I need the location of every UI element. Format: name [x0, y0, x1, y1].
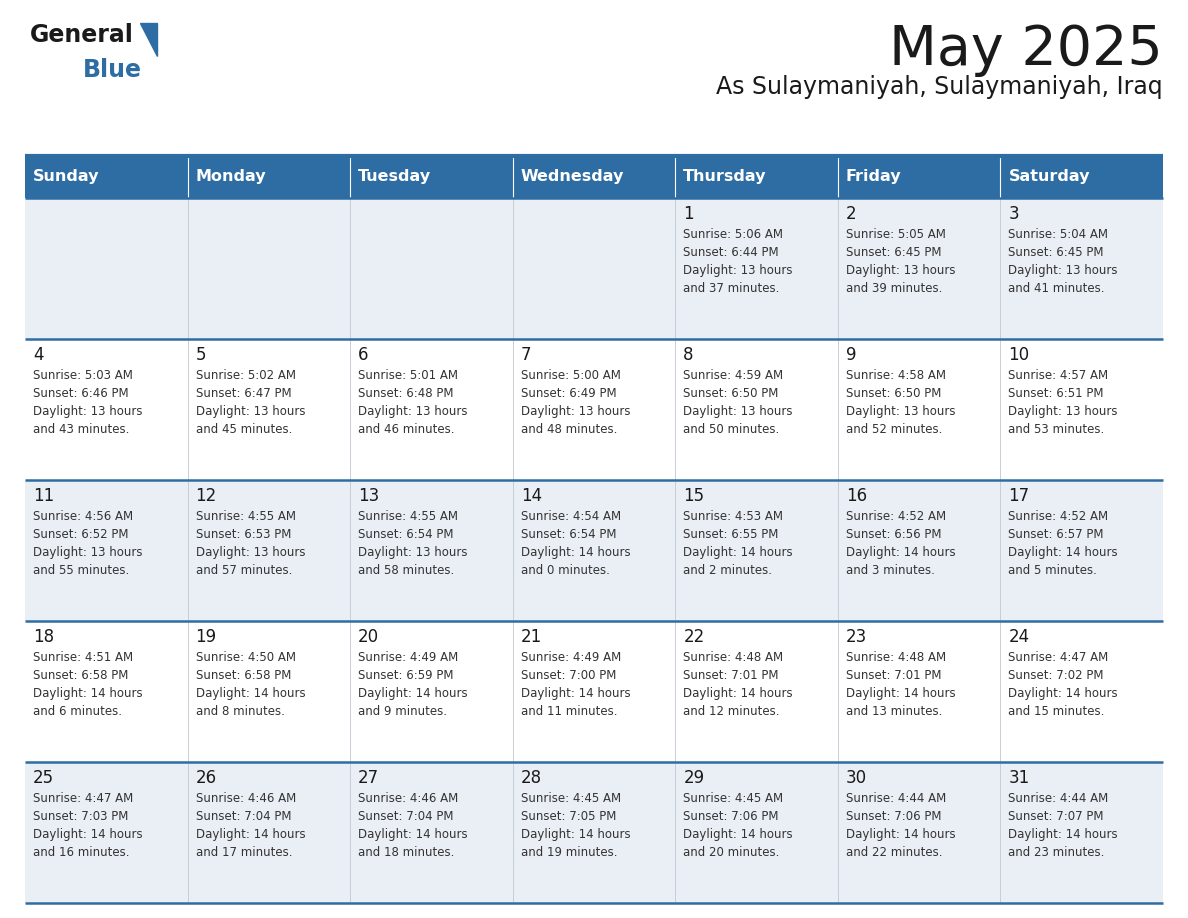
- Text: Sunrise: 5:03 AM
Sunset: 6:46 PM
Daylight: 13 hours
and 43 minutes.: Sunrise: 5:03 AM Sunset: 6:46 PM Dayligh…: [33, 369, 143, 436]
- Text: Sunrise: 4:48 AM
Sunset: 7:01 PM
Daylight: 14 hours
and 13 minutes.: Sunrise: 4:48 AM Sunset: 7:01 PM Dayligh…: [846, 651, 955, 718]
- Text: Sunrise: 5:06 AM
Sunset: 6:44 PM
Daylight: 13 hours
and 37 minutes.: Sunrise: 5:06 AM Sunset: 6:44 PM Dayligh…: [683, 228, 792, 295]
- Text: Sunday: Sunday: [33, 170, 100, 185]
- Text: 19: 19: [196, 628, 216, 646]
- Text: Sunrise: 4:56 AM
Sunset: 6:52 PM
Daylight: 13 hours
and 55 minutes.: Sunrise: 4:56 AM Sunset: 6:52 PM Dayligh…: [33, 510, 143, 577]
- Text: 13: 13: [358, 487, 379, 505]
- Text: Monday: Monday: [196, 170, 266, 185]
- Text: 25: 25: [33, 769, 55, 787]
- Bar: [513, 156, 675, 198]
- Text: 28: 28: [520, 769, 542, 787]
- Bar: [838, 156, 1000, 198]
- Text: 8: 8: [683, 346, 694, 364]
- Text: Sunrise: 4:58 AM
Sunset: 6:50 PM
Daylight: 13 hours
and 52 minutes.: Sunrise: 4:58 AM Sunset: 6:50 PM Dayligh…: [846, 369, 955, 436]
- Text: Sunrise: 4:45 AM
Sunset: 7:05 PM
Daylight: 14 hours
and 19 minutes.: Sunrise: 4:45 AM Sunset: 7:05 PM Dayligh…: [520, 792, 631, 859]
- Text: 7: 7: [520, 346, 531, 364]
- Text: 23: 23: [846, 628, 867, 646]
- Text: 22: 22: [683, 628, 704, 646]
- Text: Sunrise: 4:52 AM
Sunset: 6:56 PM
Daylight: 14 hours
and 3 minutes.: Sunrise: 4:52 AM Sunset: 6:56 PM Dayligh…: [846, 510, 955, 577]
- Text: Sunrise: 4:44 AM
Sunset: 7:06 PM
Daylight: 14 hours
and 22 minutes.: Sunrise: 4:44 AM Sunset: 7:06 PM Dayligh…: [846, 792, 955, 859]
- Text: Sunrise: 4:51 AM
Sunset: 6:58 PM
Daylight: 14 hours
and 6 minutes.: Sunrise: 4:51 AM Sunset: 6:58 PM Dayligh…: [33, 651, 143, 718]
- Text: 26: 26: [196, 769, 216, 787]
- Text: Wednesday: Wednesday: [520, 170, 624, 185]
- Bar: [675, 156, 838, 198]
- Text: Sunrise: 4:53 AM
Sunset: 6:55 PM
Daylight: 14 hours
and 2 minutes.: Sunrise: 4:53 AM Sunset: 6:55 PM Dayligh…: [683, 510, 792, 577]
- Text: Sunrise: 5:05 AM
Sunset: 6:45 PM
Daylight: 13 hours
and 39 minutes.: Sunrise: 5:05 AM Sunset: 6:45 PM Dayligh…: [846, 228, 955, 295]
- Text: Sunrise: 4:50 AM
Sunset: 6:58 PM
Daylight: 14 hours
and 8 minutes.: Sunrise: 4:50 AM Sunset: 6:58 PM Dayligh…: [196, 651, 305, 718]
- Text: Saturday: Saturday: [1009, 170, 1089, 185]
- Text: Sunrise: 4:49 AM
Sunset: 7:00 PM
Daylight: 14 hours
and 11 minutes.: Sunrise: 4:49 AM Sunset: 7:00 PM Dayligh…: [520, 651, 631, 718]
- Text: Sunrise: 4:46 AM
Sunset: 7:04 PM
Daylight: 14 hours
and 18 minutes.: Sunrise: 4:46 AM Sunset: 7:04 PM Dayligh…: [358, 792, 468, 859]
- Polygon shape: [140, 23, 157, 56]
- Text: 11: 11: [33, 487, 55, 505]
- Text: 5: 5: [196, 346, 206, 364]
- Text: 15: 15: [683, 487, 704, 505]
- Text: Sunrise: 4:48 AM
Sunset: 7:01 PM
Daylight: 14 hours
and 12 minutes.: Sunrise: 4:48 AM Sunset: 7:01 PM Dayligh…: [683, 651, 792, 718]
- Text: Sunrise: 5:04 AM
Sunset: 6:45 PM
Daylight: 13 hours
and 41 minutes.: Sunrise: 5:04 AM Sunset: 6:45 PM Dayligh…: [1009, 228, 1118, 295]
- Text: Sunrise: 4:47 AM
Sunset: 7:02 PM
Daylight: 14 hours
and 15 minutes.: Sunrise: 4:47 AM Sunset: 7:02 PM Dayligh…: [1009, 651, 1118, 718]
- Text: Sunrise: 4:46 AM
Sunset: 7:04 PM
Daylight: 14 hours
and 17 minutes.: Sunrise: 4:46 AM Sunset: 7:04 PM Dayligh…: [196, 792, 305, 859]
- Text: Sunrise: 4:54 AM
Sunset: 6:54 PM
Daylight: 14 hours
and 0 minutes.: Sunrise: 4:54 AM Sunset: 6:54 PM Dayligh…: [520, 510, 631, 577]
- Text: 30: 30: [846, 769, 867, 787]
- Text: Sunrise: 4:44 AM
Sunset: 7:07 PM
Daylight: 14 hours
and 23 minutes.: Sunrise: 4:44 AM Sunset: 7:07 PM Dayligh…: [1009, 792, 1118, 859]
- Text: 9: 9: [846, 346, 857, 364]
- Text: Tuesday: Tuesday: [358, 170, 431, 185]
- Bar: [25, 339, 1163, 480]
- Text: As Sulaymaniyah, Sulaymaniyah, Iraq: As Sulaymaniyah, Sulaymaniyah, Iraq: [716, 75, 1163, 99]
- Text: 3: 3: [1009, 205, 1019, 223]
- Text: 4: 4: [33, 346, 44, 364]
- Text: 16: 16: [846, 487, 867, 505]
- Text: 17: 17: [1009, 487, 1030, 505]
- Text: Friday: Friday: [846, 170, 902, 185]
- Text: Sunrise: 4:47 AM
Sunset: 7:03 PM
Daylight: 14 hours
and 16 minutes.: Sunrise: 4:47 AM Sunset: 7:03 PM Dayligh…: [33, 792, 143, 859]
- Text: 31: 31: [1009, 769, 1030, 787]
- Bar: [25, 198, 1163, 339]
- Text: Sunrise: 4:55 AM
Sunset: 6:53 PM
Daylight: 13 hours
and 57 minutes.: Sunrise: 4:55 AM Sunset: 6:53 PM Dayligh…: [196, 510, 305, 577]
- Text: 24: 24: [1009, 628, 1030, 646]
- Text: Sunrise: 4:45 AM
Sunset: 7:06 PM
Daylight: 14 hours
and 20 minutes.: Sunrise: 4:45 AM Sunset: 7:06 PM Dayligh…: [683, 792, 792, 859]
- Text: 20: 20: [358, 628, 379, 646]
- Text: Thursday: Thursday: [683, 170, 766, 185]
- Text: 18: 18: [33, 628, 55, 646]
- Text: Sunrise: 4:57 AM
Sunset: 6:51 PM
Daylight: 13 hours
and 53 minutes.: Sunrise: 4:57 AM Sunset: 6:51 PM Dayligh…: [1009, 369, 1118, 436]
- Text: 10: 10: [1009, 346, 1030, 364]
- Text: Sunrise: 4:52 AM
Sunset: 6:57 PM
Daylight: 14 hours
and 5 minutes.: Sunrise: 4:52 AM Sunset: 6:57 PM Dayligh…: [1009, 510, 1118, 577]
- Bar: [188, 156, 350, 198]
- Text: 27: 27: [358, 769, 379, 787]
- Text: 1: 1: [683, 205, 694, 223]
- Text: 12: 12: [196, 487, 217, 505]
- Text: Sunrise: 4:55 AM
Sunset: 6:54 PM
Daylight: 13 hours
and 58 minutes.: Sunrise: 4:55 AM Sunset: 6:54 PM Dayligh…: [358, 510, 468, 577]
- Text: 6: 6: [358, 346, 368, 364]
- Text: General: General: [30, 23, 134, 47]
- Text: 29: 29: [683, 769, 704, 787]
- Text: Blue: Blue: [83, 58, 143, 82]
- Text: Sunrise: 5:02 AM
Sunset: 6:47 PM
Daylight: 13 hours
and 45 minutes.: Sunrise: 5:02 AM Sunset: 6:47 PM Dayligh…: [196, 369, 305, 436]
- Bar: [25, 480, 1163, 621]
- Bar: [1000, 156, 1163, 198]
- Text: Sunrise: 5:01 AM
Sunset: 6:48 PM
Daylight: 13 hours
and 46 minutes.: Sunrise: 5:01 AM Sunset: 6:48 PM Dayligh…: [358, 369, 468, 436]
- Text: Sunrise: 5:00 AM
Sunset: 6:49 PM
Daylight: 13 hours
and 48 minutes.: Sunrise: 5:00 AM Sunset: 6:49 PM Dayligh…: [520, 369, 630, 436]
- Bar: [25, 762, 1163, 903]
- Bar: [25, 621, 1163, 762]
- Text: Sunrise: 4:59 AM
Sunset: 6:50 PM
Daylight: 13 hours
and 50 minutes.: Sunrise: 4:59 AM Sunset: 6:50 PM Dayligh…: [683, 369, 792, 436]
- Bar: [350, 156, 513, 198]
- Text: 14: 14: [520, 487, 542, 505]
- Text: 21: 21: [520, 628, 542, 646]
- Bar: [25, 156, 188, 198]
- Text: May 2025: May 2025: [890, 23, 1163, 77]
- Text: 2: 2: [846, 205, 857, 223]
- Text: Sunrise: 4:49 AM
Sunset: 6:59 PM
Daylight: 14 hours
and 9 minutes.: Sunrise: 4:49 AM Sunset: 6:59 PM Dayligh…: [358, 651, 468, 718]
